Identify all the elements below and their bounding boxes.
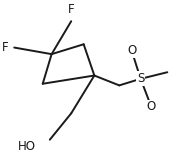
Text: HO: HO xyxy=(18,140,36,153)
Text: F: F xyxy=(68,3,75,16)
Text: O: O xyxy=(127,44,136,57)
Text: F: F xyxy=(2,41,9,54)
Text: O: O xyxy=(147,100,156,113)
Text: S: S xyxy=(137,72,144,85)
